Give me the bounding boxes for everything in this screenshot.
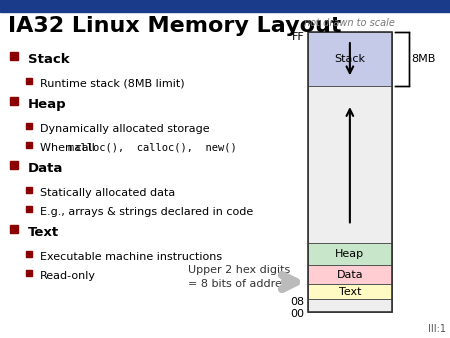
Bar xyxy=(10,97,18,105)
Text: Data: Data xyxy=(337,270,363,280)
Text: Upper 2 hex digits: Upper 2 hex digits xyxy=(188,265,290,275)
Text: 8MB: 8MB xyxy=(411,54,436,64)
Text: Text: Text xyxy=(338,287,361,296)
Bar xyxy=(308,265,392,284)
Bar xyxy=(308,32,392,312)
Bar xyxy=(26,123,32,129)
Text: E.g., arrays & strings declared in code: E.g., arrays & strings declared in code xyxy=(40,207,253,217)
Bar xyxy=(26,251,32,257)
Text: Stack: Stack xyxy=(28,53,70,66)
Bar xyxy=(10,225,18,233)
Text: Statically allocated data: Statically allocated data xyxy=(40,188,175,198)
Text: Data: Data xyxy=(28,162,63,175)
Bar xyxy=(26,206,32,212)
Text: 08
00: 08 00 xyxy=(290,297,304,319)
Text: not drawn to scale: not drawn to scale xyxy=(305,18,395,28)
Bar xyxy=(308,284,392,299)
Text: Stack: Stack xyxy=(334,54,365,64)
Bar xyxy=(308,299,392,312)
Text: III:1: III:1 xyxy=(428,324,446,334)
Text: = 8 bits of address: = 8 bits of address xyxy=(188,279,293,289)
Text: Heap: Heap xyxy=(28,98,67,111)
Bar xyxy=(26,187,32,193)
Text: Dynamically allocated storage: Dynamically allocated storage xyxy=(40,124,210,134)
Text: Read-only: Read-only xyxy=(40,271,96,281)
Bar xyxy=(26,78,32,84)
Text: IA32 Linux Memory Layout: IA32 Linux Memory Layout xyxy=(8,16,342,36)
Text: FF: FF xyxy=(292,32,304,42)
Bar xyxy=(10,161,18,169)
Bar xyxy=(10,52,18,60)
Text: Executable machine instructions: Executable machine instructions xyxy=(40,252,222,262)
Text: Text: Text xyxy=(28,226,59,239)
Bar xyxy=(308,32,392,86)
Text: Runtime stack (8MB limit): Runtime stack (8MB limit) xyxy=(40,79,184,89)
Bar xyxy=(308,86,392,243)
Bar xyxy=(26,142,32,148)
Text: Heap: Heap xyxy=(335,249,364,259)
Bar xyxy=(308,243,392,265)
Bar xyxy=(26,270,32,276)
Bar xyxy=(0,0,450,12)
Text: malloc(),  calloc(),  new(): malloc(), calloc(), new() xyxy=(68,143,237,153)
Text: When call: When call xyxy=(40,143,99,153)
